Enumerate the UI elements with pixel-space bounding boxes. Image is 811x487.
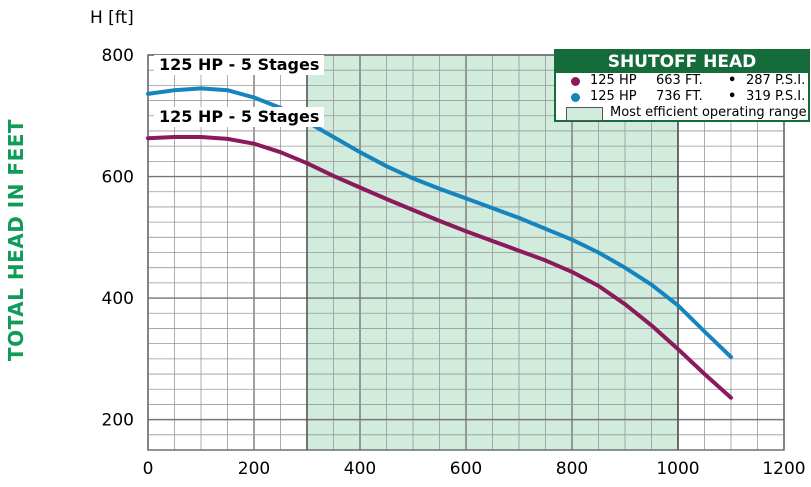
legend-title: SHUTOFF HEAD (556, 51, 808, 73)
y-axis-unit-label: H [ft] (90, 8, 134, 28)
legend-row-range: Most efficient operating range (556, 105, 808, 121)
shutoff-head-legend: SHUTOFF HEAD 125 HP 663 FT. • 287 P.S.I.… (554, 49, 810, 122)
y-tick-label: 200 (102, 411, 134, 431)
x-tick-label: 400 (344, 459, 376, 479)
x-tick-label: 1200 (762, 459, 805, 479)
series-line-0 (146, 86, 733, 359)
curve-label-blue: 125 HP - 5 Stages (154, 55, 325, 75)
x-tick-label: 600 (450, 459, 482, 479)
legend-row-blue: 125 HP 736 FT. • 319 P.S.I. (556, 89, 808, 105)
legend-hp: 125 HP (590, 89, 637, 104)
plot-frame (147, 54, 785, 451)
legend-hp: 125 HP (590, 73, 637, 88)
bullet-icon: • (728, 89, 737, 104)
y-tick-label: 400 (102, 289, 134, 309)
y-tick-label: 800 (102, 46, 134, 66)
legend-psi: 287 P.S.I. (746, 73, 806, 88)
legend-range-text: Most efficient operating range (610, 105, 807, 120)
bullet-icon: • (728, 73, 737, 88)
x-tick-label: 800 (556, 459, 588, 479)
legend-row-purple: 125 HP 663 FT. • 287 P.S.I. (556, 73, 808, 89)
range-swatch-icon (566, 107, 603, 121)
x-tick-label: 1000 (656, 459, 699, 479)
legend-ft: 663 FT. (656, 73, 703, 88)
x-tick-label: 0 (143, 459, 154, 479)
y-tick-label: 600 (102, 168, 134, 188)
purple-dot-icon (571, 77, 580, 86)
blue-dot-icon (571, 93, 580, 102)
x-tick-label: 200 (238, 459, 270, 479)
legend-psi: 319 P.S.I. (746, 89, 806, 104)
series-line-1 (146, 135, 733, 400)
curve-label-purple: 125 HP - 5 Stages (154, 107, 325, 127)
legend-ft: 736 FT. (656, 89, 703, 104)
